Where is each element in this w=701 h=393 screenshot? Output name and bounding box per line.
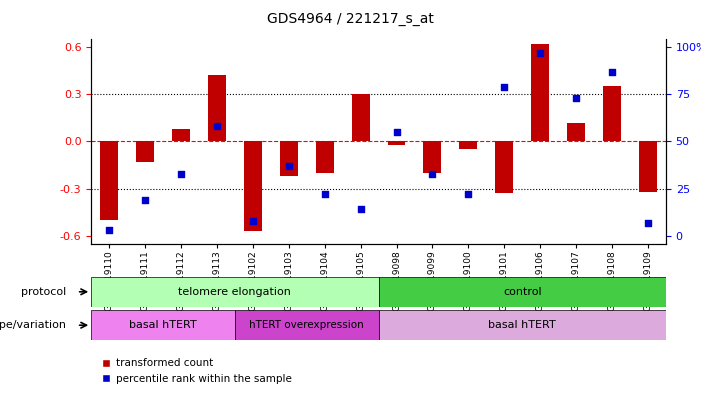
Bar — [379, 310, 666, 340]
Bar — [91, 277, 379, 307]
Point — [355, 206, 366, 213]
Point — [175, 171, 186, 177]
Bar — [603, 86, 621, 141]
Bar — [91, 310, 235, 340]
Point — [642, 219, 653, 226]
Text: genotype/variation: genotype/variation — [0, 320, 67, 331]
Text: telomere elongation: telomere elongation — [178, 287, 292, 297]
Bar — [315, 141, 334, 173]
Point — [104, 227, 115, 233]
Legend: transformed count, percentile rank within the sample: transformed count, percentile rank withi… — [96, 354, 296, 388]
Text: control: control — [503, 287, 542, 297]
Bar — [388, 141, 405, 145]
Bar — [567, 123, 585, 141]
Text: hTERT overexpression: hTERT overexpression — [250, 320, 364, 330]
Bar — [352, 94, 369, 141]
Bar — [100, 141, 118, 220]
Text: GDS4964 / 221217_s_at: GDS4964 / 221217_s_at — [267, 12, 434, 26]
Text: protocol: protocol — [21, 286, 67, 297]
Point — [211, 123, 222, 130]
Bar — [423, 141, 442, 173]
Bar — [208, 75, 226, 141]
Bar — [496, 141, 513, 193]
Point — [319, 191, 330, 197]
Point — [571, 95, 582, 101]
Point — [427, 171, 438, 177]
Bar — [280, 141, 298, 176]
Text: basal hTERT: basal hTERT — [489, 320, 556, 330]
Point — [391, 129, 402, 135]
Point — [283, 163, 294, 169]
Point — [606, 68, 618, 75]
Point — [498, 84, 510, 90]
Point — [139, 197, 151, 203]
Text: basal hTERT: basal hTERT — [129, 320, 197, 330]
Bar — [639, 141, 657, 192]
Point — [535, 50, 546, 56]
Point — [463, 191, 474, 197]
Bar — [235, 310, 379, 340]
Bar — [136, 141, 154, 162]
Bar — [244, 141, 261, 231]
Bar — [172, 129, 190, 141]
Bar — [459, 141, 477, 149]
Bar — [531, 44, 549, 141]
Bar — [379, 277, 666, 307]
Point — [247, 218, 259, 224]
